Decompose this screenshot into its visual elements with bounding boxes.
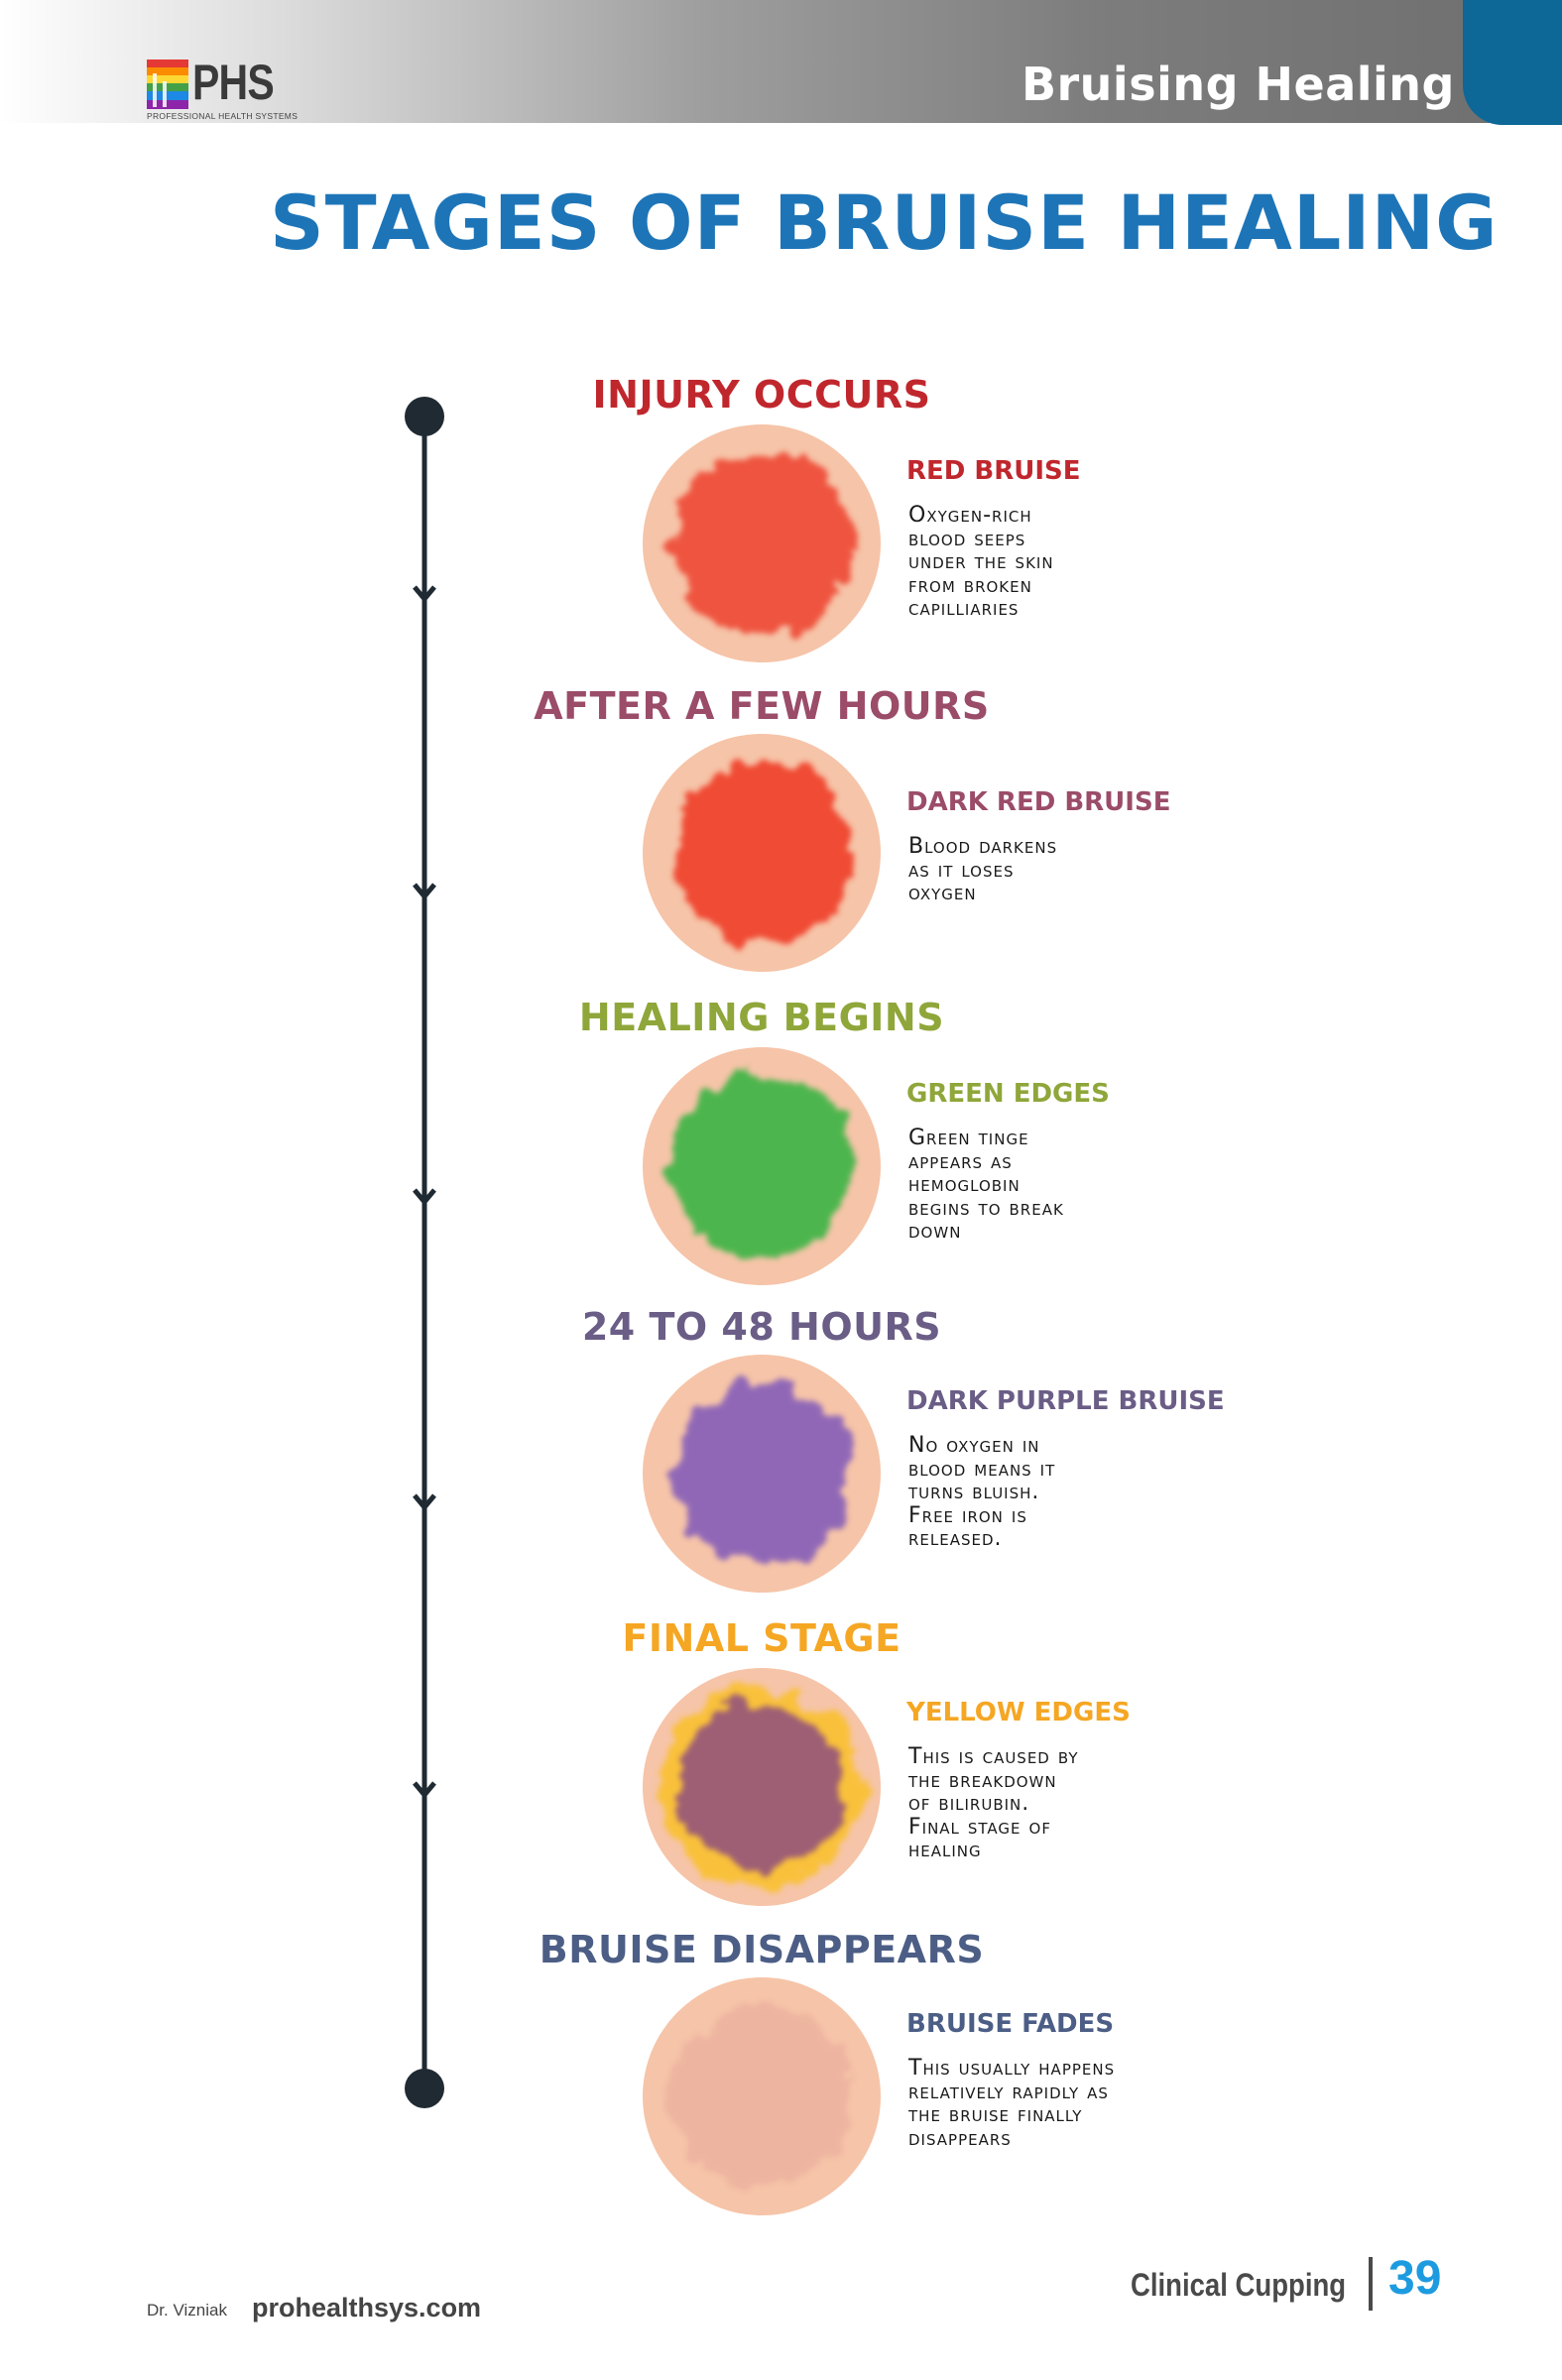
bruise-blotch [670,452,853,635]
timeline-arrow-icon [413,1188,436,1206]
footer-book-title: Clinical Cupping [1131,2267,1347,2303]
stage-description: Green tinge appears as hemoglobin begins… [908,1126,1064,1244]
stage-heading: FINAL STAGE [622,1616,901,1660]
stage-heading: HEALING BEGINS [578,996,945,1039]
page-header: PHS PROFESSIONAL HEALTH SYSTEMS Bruising… [0,0,1562,123]
stage-subheading: BRUISE FADES [906,2009,1115,2039]
bruise-circle [643,1668,881,1906]
stage-subheading: DARK PURPLE BRUISE [906,1386,1225,1416]
page-number: 39 [1388,2252,1442,2305]
phs-logo-mark-icon [147,60,188,109]
stage-subheading: GREEN EDGES [906,1079,1110,1109]
stage-heading: BRUISE DISAPPEARS [539,1928,985,1971]
logo-subtitle: PROFESSIONAL HEALTH SYSTEMS [147,111,299,121]
timeline-arrow-icon [413,883,436,900]
footer-author: Dr. Vizniak [147,2301,227,2320]
bruise-blotch [670,2005,853,2188]
section-title: Bruising Healing [1021,58,1455,111]
stage-description: Blood darkens as it loses oxygen [908,834,1058,905]
footer-website: prohealthsys.com [252,2293,482,2322]
timeline-arrow-icon [413,585,436,603]
bruise-blotch [670,762,853,944]
bruise-edge [661,1686,863,1888]
bruise-blotch [670,1075,853,1257]
timeline-arrow-icon [413,1781,436,1799]
header-tab [1463,0,1562,125]
phs-logo: PHS PROFESSIONAL HEALTH SYSTEMS [147,55,298,121]
page-title: STAGES OF BRUISE HEALING [270,178,1499,267]
stage-subheading: YELLOW EDGES [906,1698,1131,1727]
stage-subheading: RED BRUISE [906,456,1081,486]
bruise-circle [643,1355,881,1593]
bruise-blotch [678,1704,845,1870]
bruise-circle [643,1977,881,2215]
stage-subheading: DARK RED BRUISE [906,787,1171,817]
stage-heading: 24 TO 48 HOURS [581,1305,942,1349]
logo-text: PHS [192,55,275,110]
bruise-circle [643,734,881,972]
footer-divider [1369,2257,1373,2311]
stage-heading: INJURY OCCURS [592,373,931,416]
bruise-blotch [670,1382,853,1565]
stage-description: This usually happens relatively rapidly … [908,2056,1116,2151]
stage-heading: AFTER A FEW HOURS [534,684,990,728]
timeline-arrow-icon [413,1493,436,1511]
bruise-circle [643,424,881,662]
timeline-end-dot [405,2069,444,2108]
bruise-circle [643,1047,881,1285]
stage-description: No oxygen in blood means it turns bluish… [908,1433,1056,1551]
stage-description: Oxygen-rich blood seeps under the skin f… [908,503,1054,621]
stage-description: This is caused by the breakdown of bilir… [908,1744,1079,1862]
